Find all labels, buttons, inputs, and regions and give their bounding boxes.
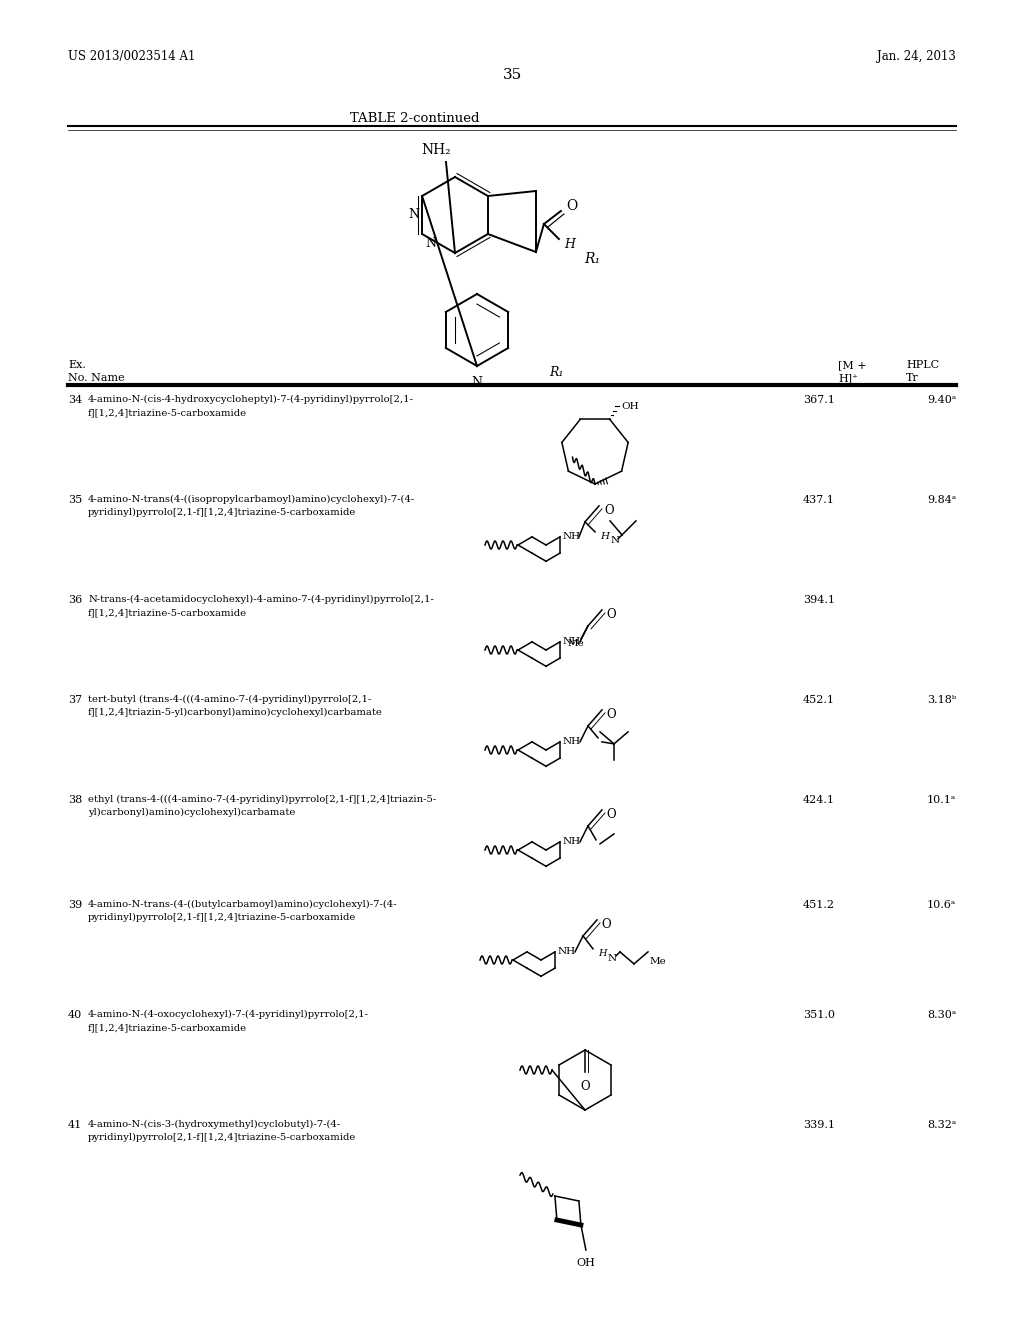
- Text: NH: NH: [558, 948, 577, 957]
- Text: H]⁺: H]⁺: [838, 374, 858, 383]
- Text: H: H: [598, 949, 606, 958]
- Text: 8.30ᵃ: 8.30ᵃ: [927, 1010, 956, 1020]
- Text: O: O: [581, 1080, 590, 1093]
- Text: f][1,2,4]triazine-5-carboxamide: f][1,2,4]triazine-5-carboxamide: [88, 609, 247, 616]
- Text: NH: NH: [563, 638, 582, 647]
- Text: R₁: R₁: [549, 366, 563, 379]
- Text: 351.0: 351.0: [803, 1010, 835, 1020]
- Text: 437.1: 437.1: [803, 495, 835, 506]
- Text: 3.18ᵇ: 3.18ᵇ: [927, 696, 956, 705]
- Text: O: O: [606, 808, 615, 821]
- Text: 35: 35: [503, 69, 521, 82]
- Text: R₁: R₁: [584, 252, 600, 267]
- Text: 4-amino-N-trans-(4-((butylcarbamoyl)amino)cyclohexyl)-7-(4-: 4-amino-N-trans-(4-((butylcarbamoyl)amin…: [88, 900, 397, 909]
- Text: O: O: [566, 199, 578, 213]
- Text: 36: 36: [68, 595, 82, 605]
- Text: NH: NH: [563, 837, 582, 846]
- Text: OH: OH: [622, 403, 639, 412]
- Text: Tr: Tr: [906, 374, 919, 383]
- Text: pyridinyl)pyrrolo[2,1-f][1,2,4]triazine-5-carboxamide: pyridinyl)pyrrolo[2,1-f][1,2,4]triazine-…: [88, 913, 356, 923]
- Text: OH: OH: [577, 1258, 595, 1269]
- Text: 367.1: 367.1: [803, 395, 835, 405]
- Text: tert-butyl (trans-4-(((4-amino-7-(4-pyridinyl)pyrrolo[2,1-: tert-butyl (trans-4-(((4-amino-7-(4-pyri…: [88, 696, 372, 704]
- Text: N-trans-(4-acetamidocyclohexyl)-4-amino-7-(4-pyridinyl)pyrrolo[2,1-: N-trans-(4-acetamidocyclohexyl)-4-amino-…: [88, 595, 434, 605]
- Text: 451.2: 451.2: [803, 900, 835, 909]
- Text: Jan. 24, 2013: Jan. 24, 2013: [878, 50, 956, 63]
- Text: O: O: [606, 708, 615, 721]
- Text: 34: 34: [68, 395, 82, 405]
- Text: 4-amino-N-(4-oxocyclohexyl)-7-(4-pyridinyl)pyrrolo[2,1-: 4-amino-N-(4-oxocyclohexyl)-7-(4-pyridin…: [88, 1010, 369, 1019]
- Text: yl)carbonyl)amino)cyclohexyl)carbamate: yl)carbonyl)amino)cyclohexyl)carbamate: [88, 808, 295, 817]
- Text: Me: Me: [650, 957, 667, 966]
- Text: 339.1: 339.1: [803, 1119, 835, 1130]
- Text: No. Name: No. Name: [68, 374, 125, 383]
- Text: 4-amino-N-(cis-3-(hydroxymethyl)cyclobutyl)-7-(4-: 4-amino-N-(cis-3-(hydroxymethyl)cyclobut…: [88, 1119, 341, 1129]
- Text: NH₂: NH₂: [421, 143, 451, 157]
- Text: pyridinyl)pyrrolo[2,1-f][1,2,4]triazine-5-carboxamide: pyridinyl)pyrrolo[2,1-f][1,2,4]triazine-…: [88, 1133, 356, 1142]
- Text: HPLC: HPLC: [906, 360, 939, 370]
- Text: 4-amino-N-trans(4-((isopropylcarbamoyl)amino)cyclohexyl)-7-(4-: 4-amino-N-trans(4-((isopropylcarbamoyl)a…: [88, 495, 416, 504]
- Text: 40: 40: [68, 1010, 82, 1020]
- Text: 9.84ᵃ: 9.84ᵃ: [927, 495, 956, 506]
- Text: [M +: [M +: [838, 360, 866, 370]
- Text: N: N: [425, 238, 436, 249]
- Text: 424.1: 424.1: [803, 795, 835, 805]
- Text: H: H: [564, 238, 574, 251]
- Text: f][1,2,4]triazine-5-carboxamide: f][1,2,4]triazine-5-carboxamide: [88, 408, 247, 417]
- Text: Ex.: Ex.: [68, 360, 86, 370]
- Text: NH: NH: [563, 738, 582, 746]
- Text: pyridinyl)pyrrolo[2,1-f][1,2,4]triazine-5-carboxamide: pyridinyl)pyrrolo[2,1-f][1,2,4]triazine-…: [88, 508, 356, 517]
- Text: 9.40ᵃ: 9.40ᵃ: [927, 395, 956, 405]
- Text: N: N: [471, 376, 482, 389]
- Text: 35: 35: [68, 495, 82, 506]
- Text: 4-amino-N-(cis-4-hydroxycycloheptyl)-7-(4-pyridinyl)pyrrolo[2,1-: 4-amino-N-(cis-4-hydroxycycloheptyl)-7-(…: [88, 395, 414, 404]
- Text: H: H: [600, 532, 609, 541]
- Text: US 2013/0023514 A1: US 2013/0023514 A1: [68, 50, 196, 63]
- Text: 39: 39: [68, 900, 82, 909]
- Text: NH: NH: [563, 532, 582, 541]
- Text: N: N: [611, 536, 621, 545]
- Text: N: N: [608, 954, 617, 964]
- Text: Me: Me: [567, 639, 585, 648]
- Text: 394.1: 394.1: [803, 595, 835, 605]
- Text: 38: 38: [68, 795, 82, 805]
- Text: O: O: [604, 504, 613, 517]
- Text: 10.6ᵃ: 10.6ᵃ: [927, 900, 956, 909]
- Text: O: O: [606, 609, 615, 620]
- Text: f][1,2,4]triazin-5-yl)carbonyl)amino)cyclohexyl)carbamate: f][1,2,4]triazin-5-yl)carbonyl)amino)cyc…: [88, 708, 383, 717]
- Text: O: O: [601, 917, 610, 931]
- Text: 10.1ᵃ: 10.1ᵃ: [927, 795, 956, 805]
- Text: ethyl (trans-4-(((4-amino-7-(4-pyridinyl)pyrrolo[2,1-f][1,2,4]triazin-5-: ethyl (trans-4-(((4-amino-7-(4-pyridinyl…: [88, 795, 436, 804]
- Text: 41: 41: [68, 1119, 82, 1130]
- Text: TABLE 2-continued: TABLE 2-continued: [350, 112, 479, 125]
- Text: N: N: [409, 209, 420, 222]
- Text: 452.1: 452.1: [803, 696, 835, 705]
- Text: f][1,2,4]triazine-5-carboxamide: f][1,2,4]triazine-5-carboxamide: [88, 1023, 247, 1032]
- Text: 37: 37: [68, 696, 82, 705]
- Text: 8.32ᵃ: 8.32ᵃ: [927, 1119, 956, 1130]
